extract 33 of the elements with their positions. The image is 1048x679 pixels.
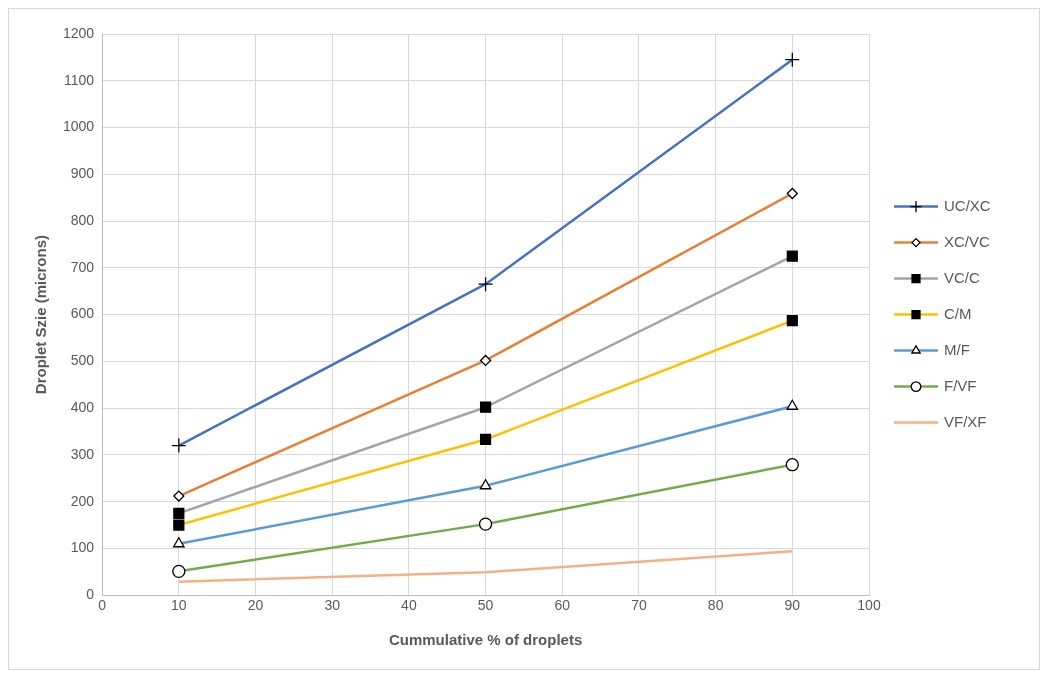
x-tick-label: 10 (171, 597, 187, 614)
x-tick-label: 60 (554, 597, 571, 614)
y-tick-label: 800 (70, 211, 95, 228)
x-tick-label: 0 (98, 597, 107, 614)
legend-label: VF/XF (944, 412, 987, 430)
y-tick-label: 900 (70, 165, 95, 182)
x-tick-label: 40 (401, 597, 417, 614)
x-tick-label: 100 (857, 597, 881, 614)
y-tick-label: 1000 (62, 118, 95, 135)
y-tick-label: 400 (70, 398, 95, 415)
y-tick-label: 700 (70, 258, 95, 275)
legend-label: VC/C (944, 268, 980, 286)
y-tick-label: 0 (86, 586, 95, 603)
x-tick-label: 90 (784, 597, 801, 614)
x-tick-label: 70 (631, 597, 647, 614)
y-tick-label: 300 (70, 445, 95, 462)
y-tick-label: 500 (70, 352, 95, 369)
legend-label: XC/VC (944, 232, 991, 250)
legend-label: M/F (944, 340, 970, 358)
x-axis-title: Cummulative % of droplets (388, 631, 583, 649)
y-axis-title: Droplet Szie (microns) (32, 235, 50, 395)
legend-label: UC/XC (944, 196, 991, 214)
y-tick-label: 200 (70, 492, 95, 509)
legend-label: F/VF (944, 376, 977, 394)
y-tick-label: 100 (70, 539, 95, 556)
y-tick-label: 1200 (62, 24, 95, 41)
legend-label: C/M (944, 304, 972, 322)
y-tick-label: 1100 (64, 71, 95, 88)
y-tick-label: 600 (70, 305, 95, 322)
x-tick-label: 30 (324, 597, 341, 614)
x-tick-label: 20 (247, 597, 264, 614)
x-tick-label: 50 (477, 597, 494, 614)
x-tick-label: 80 (707, 597, 724, 614)
